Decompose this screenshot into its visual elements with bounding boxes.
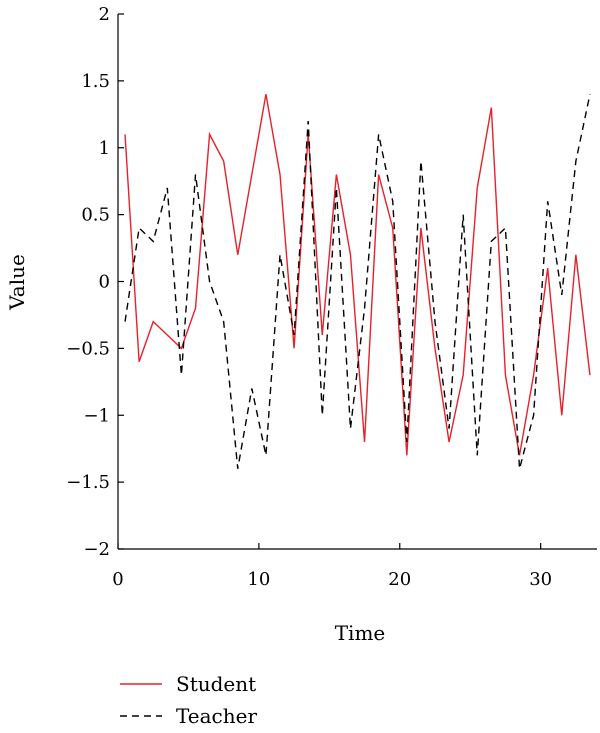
y-tick-label: 2 <box>99 4 110 25</box>
x-axis-title: Time <box>335 621 386 645</box>
ticks: 21.510.50−0.5−1−1.5−20 10 20 30 <box>66 4 552 590</box>
legend-label: Student <box>176 672 256 696</box>
x-tick-label: 20 <box>388 569 411 590</box>
legend-label: Teacher <box>176 704 257 728</box>
y-tick-label: 0 <box>99 272 110 293</box>
y-tick-label: 1 <box>99 138 110 159</box>
y-tick-label: −0.5 <box>66 338 110 359</box>
y-tick-label: −1.5 <box>66 472 110 493</box>
series-line-teacher <box>124 94 591 469</box>
axes <box>117 14 597 550</box>
x-tick-label: 10 <box>247 569 270 590</box>
y-tick-label: 1.5 <box>81 71 110 92</box>
y-tick-label: −2 <box>83 539 110 560</box>
series-line-student <box>124 94 591 456</box>
legend: Student Teacher <box>120 672 257 728</box>
y-tick-label: 0.5 <box>81 205 110 226</box>
x-tick-label: 30 <box>529 569 552 590</box>
x-tick-label: 0 <box>112 569 123 590</box>
y-axis-title: Value <box>5 254 29 311</box>
series-layer <box>124 94 591 469</box>
y-tick-label: −1 <box>83 405 110 426</box>
